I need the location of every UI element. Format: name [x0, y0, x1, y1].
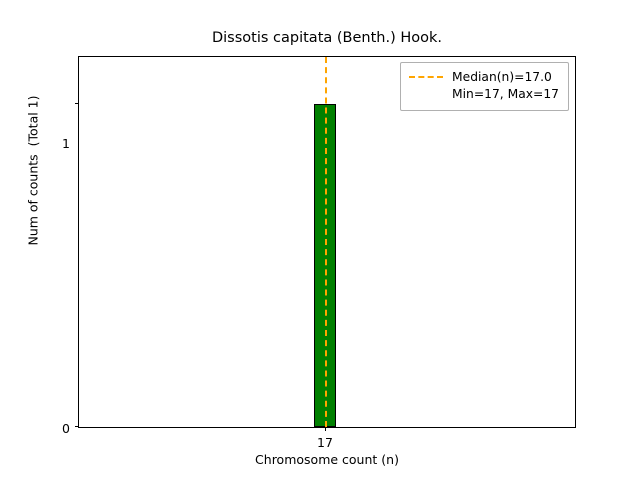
- x-tick-label-17: 17: [317, 435, 333, 450]
- chart-legend: Median(n)=17.0 Min=17, Max=17: [400, 62, 569, 111]
- x-axis-label: Chromosome count (n): [255, 452, 399, 467]
- y-axis-label: Num of counts (Total 1): [25, 95, 41, 246]
- y-tick-mark-0: [75, 426, 79, 427]
- legend-text-group: Median(n)=17.0 Min=17, Max=17: [452, 69, 559, 104]
- plot-area: 17 Median(n)=17.0 Min=17, Max=17: [75, 56, 576, 450]
- x-tick-mark-17: [325, 427, 326, 431]
- median-line: [325, 57, 327, 427]
- y-tick-label-1: 1: [62, 136, 70, 151]
- legend-label-minmax: Min=17, Max=17: [452, 87, 559, 102]
- legend-label-median: Median(n)=17.0: [452, 70, 552, 84]
- y-tick-label-0: 0: [62, 421, 70, 436]
- chart-title: Dissotis capitata (Benth.) Hook.: [211, 30, 442, 46]
- y-tick-mark-1: [75, 103, 79, 104]
- bar-layer: [79, 57, 575, 427]
- median-line-swatch-icon: [409, 76, 444, 78]
